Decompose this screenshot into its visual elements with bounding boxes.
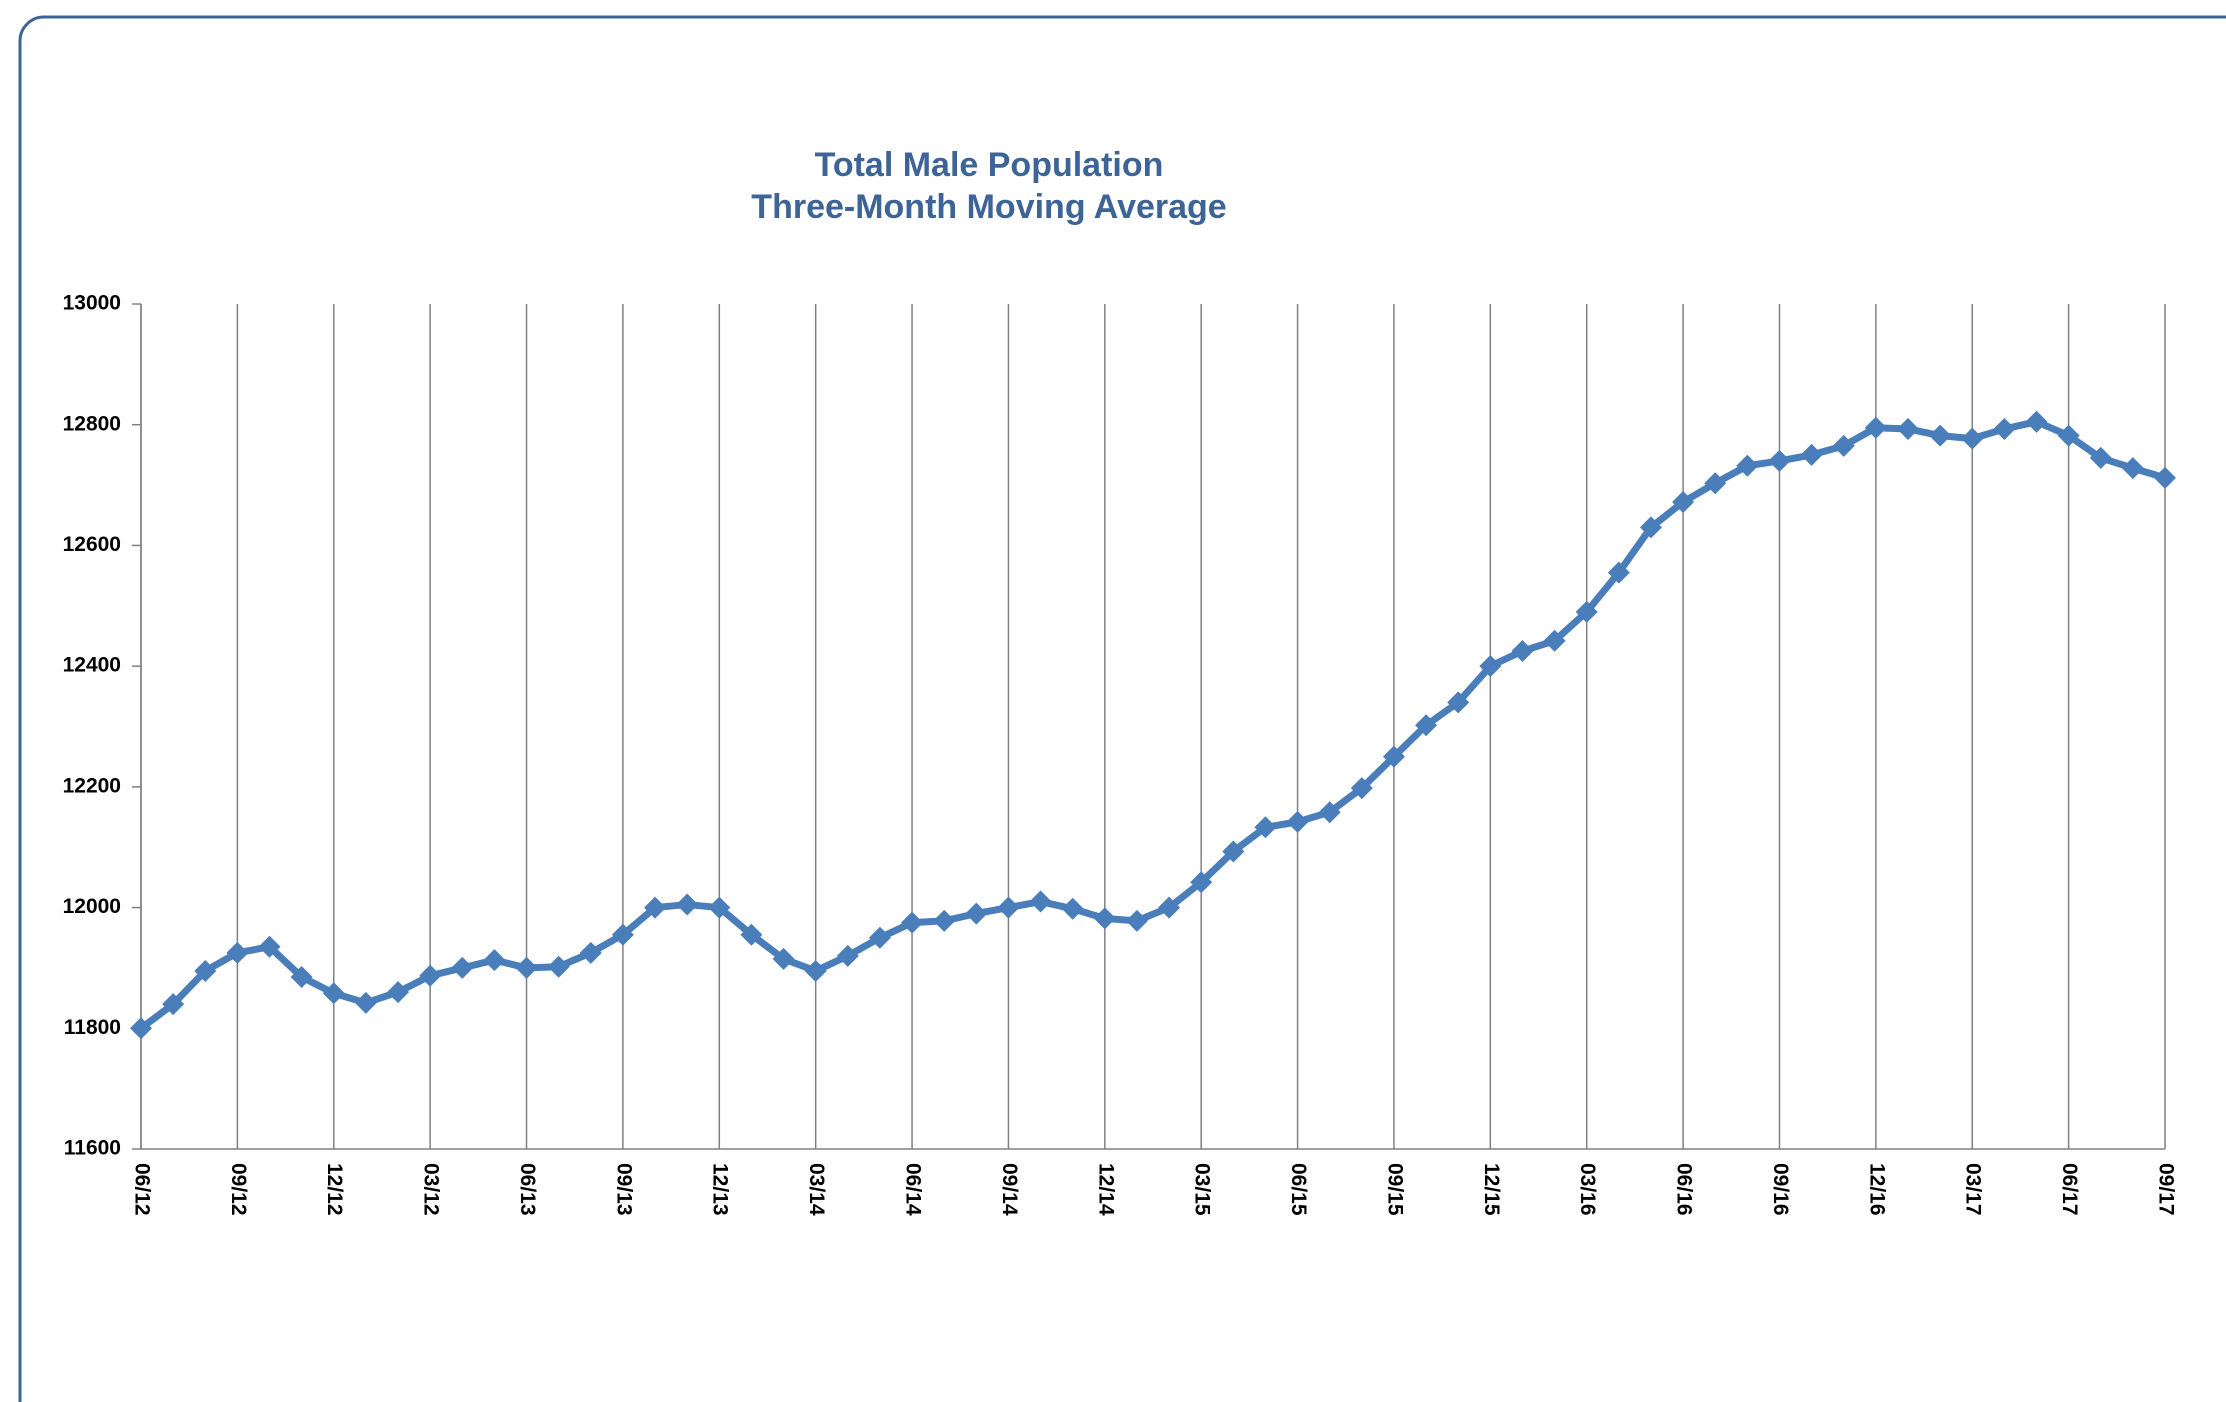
data-marker bbox=[1736, 454, 1759, 477]
data-marker bbox=[1254, 816, 1277, 839]
data-marker bbox=[1511, 640, 1534, 663]
data-marker bbox=[2121, 457, 2144, 480]
x-tick-label: 06/13 bbox=[516, 1163, 539, 1216]
data-marker bbox=[740, 923, 763, 946]
x-tick-label: 03/12 bbox=[420, 1163, 443, 1216]
data-marker bbox=[1318, 801, 1341, 824]
data-marker bbox=[1158, 896, 1181, 919]
data-marker bbox=[162, 993, 185, 1016]
data-marker bbox=[194, 959, 217, 982]
data-marker bbox=[2025, 410, 2048, 433]
data-line bbox=[138, 418, 2167, 1032]
data-marker bbox=[868, 926, 891, 949]
y-tick-label: 12400 bbox=[63, 654, 121, 677]
x-tick-label: 12/12 bbox=[323, 1163, 346, 1216]
data-marker bbox=[387, 981, 410, 1004]
data-marker bbox=[1061, 897, 1084, 920]
data-marker bbox=[1961, 427, 1984, 450]
data-marker bbox=[933, 909, 956, 932]
x-tick-label: 09/15 bbox=[1383, 1163, 1406, 1216]
data-marker bbox=[611, 923, 634, 946]
data-marker bbox=[547, 955, 570, 978]
data-marker bbox=[1768, 449, 1791, 472]
x-tick-label: 06/15 bbox=[1287, 1163, 1310, 1216]
data-marker bbox=[1415, 714, 1438, 737]
data-marker bbox=[836, 944, 859, 967]
x-tick-label: 03/15 bbox=[1191, 1163, 1214, 1216]
x-tick-label: 12/16 bbox=[1865, 1163, 1888, 1216]
data-marker bbox=[1800, 443, 1823, 466]
x-tick-label: 06/12 bbox=[130, 1163, 153, 1216]
y-tick-label: 11800 bbox=[64, 1016, 121, 1039]
data-marker bbox=[483, 949, 506, 972]
x-tick-label: 06/16 bbox=[1673, 1163, 1696, 1216]
data-marker bbox=[226, 941, 249, 964]
data-marker bbox=[2154, 466, 2176, 489]
data-marker bbox=[1093, 907, 1116, 930]
data-marker bbox=[2089, 446, 2112, 469]
x-tick-label: 12/14 bbox=[1094, 1163, 1117, 1216]
data-marker bbox=[579, 941, 602, 964]
x-tick-label: 06/14 bbox=[902, 1163, 925, 1216]
data-marker bbox=[1125, 909, 1148, 932]
x-tick-label: 09/16 bbox=[1769, 1163, 1792, 1216]
x-tick-label: 06/17 bbox=[2058, 1163, 2081, 1216]
x-tick-label: 09/14 bbox=[998, 1163, 1021, 1216]
data-marker bbox=[1543, 629, 1566, 652]
y-tick-label: 12000 bbox=[63, 895, 121, 918]
x-tick-label: 09/13 bbox=[612, 1163, 635, 1216]
data-marker bbox=[1639, 516, 1662, 539]
data-marker bbox=[1607, 561, 1630, 584]
chart-subtitle: Three-Month Moving Average bbox=[751, 188, 1226, 226]
x-tick-label: 03/14 bbox=[805, 1163, 828, 1216]
data-marker bbox=[322, 982, 345, 1005]
data-marker bbox=[1190, 871, 1213, 894]
data-marker bbox=[804, 959, 827, 982]
x-tick-label: 09/17 bbox=[2154, 1163, 2177, 1216]
data-marker bbox=[772, 947, 795, 970]
data-marker bbox=[354, 991, 377, 1014]
y-tick-label: 11600 bbox=[64, 1137, 121, 1160]
data-marker bbox=[419, 964, 442, 987]
data-marker bbox=[1222, 840, 1245, 863]
data-marker bbox=[1929, 424, 1952, 447]
x-tick-label: 09/12 bbox=[227, 1163, 250, 1216]
data-marker bbox=[1575, 600, 1598, 623]
data-marker bbox=[2057, 424, 2080, 447]
data-marker bbox=[1382, 745, 1405, 768]
data-marker bbox=[1479, 655, 1502, 678]
y-tick-label: 12600 bbox=[63, 533, 121, 556]
data-marker bbox=[515, 956, 538, 979]
y-tick-label: 12200 bbox=[63, 774, 121, 797]
data-marker bbox=[901, 911, 924, 934]
data-marker bbox=[1704, 472, 1727, 495]
x-tick-label: 03/17 bbox=[1962, 1163, 1985, 1216]
data-marker bbox=[965, 902, 988, 925]
data-marker bbox=[1672, 490, 1695, 513]
data-marker bbox=[258, 935, 281, 958]
data-marker bbox=[1286, 810, 1309, 833]
data-marker bbox=[290, 965, 313, 988]
data-marker bbox=[1447, 691, 1470, 714]
data-marker bbox=[1864, 416, 1887, 439]
data-marker bbox=[1993, 417, 2016, 440]
x-tick-label: 03/16 bbox=[1576, 1163, 1599, 1216]
data-marker bbox=[1350, 777, 1373, 800]
y-tick-label: 12800 bbox=[63, 412, 121, 435]
data-marker bbox=[130, 1017, 152, 1040]
data-marker bbox=[1832, 434, 1855, 457]
x-tick-label: 12/15 bbox=[1480, 1163, 1503, 1216]
y-tick-label: 13000 bbox=[63, 292, 121, 315]
chart-title: Total Male Population bbox=[815, 146, 1164, 184]
chart-border bbox=[18, 15, 2226, 1402]
data-marker bbox=[1896, 417, 1919, 440]
data-marker bbox=[1029, 890, 1052, 913]
data-marker bbox=[676, 893, 699, 916]
data-marker bbox=[451, 956, 474, 979]
data-marker bbox=[644, 896, 667, 919]
x-tick-label: 12/13 bbox=[709, 1163, 732, 1216]
data-marker bbox=[997, 896, 1020, 919]
data-marker bbox=[708, 896, 731, 919]
